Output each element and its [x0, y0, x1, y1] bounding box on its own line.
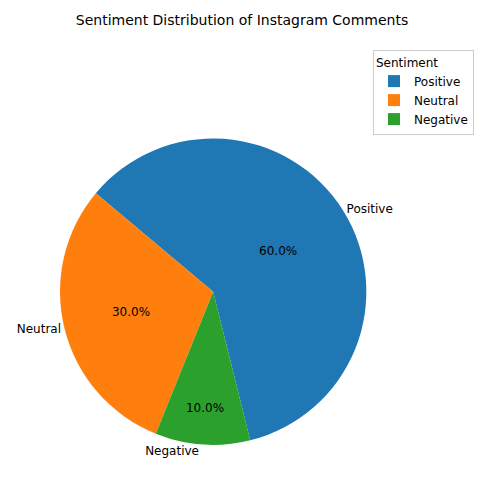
svg-text:Positive: Positive [414, 75, 460, 89]
svg-text:60.0%: 60.0% [259, 244, 297, 258]
svg-text:Neutral: Neutral [414, 94, 458, 108]
svg-text:10.0%: 10.0% [186, 401, 224, 415]
svg-text:Neutral: Neutral [17, 322, 61, 336]
svg-text:Positive: Positive [347, 202, 393, 216]
svg-text:Negative: Negative [414, 113, 468, 127]
svg-text:Sentiment Distribution of Inst: Sentiment Distribution of Instagram Comm… [76, 12, 408, 28]
svg-text:Sentiment: Sentiment [376, 56, 438, 70]
svg-text:30.0%: 30.0% [112, 305, 150, 319]
svg-text:Negative: Negative [145, 444, 199, 458]
